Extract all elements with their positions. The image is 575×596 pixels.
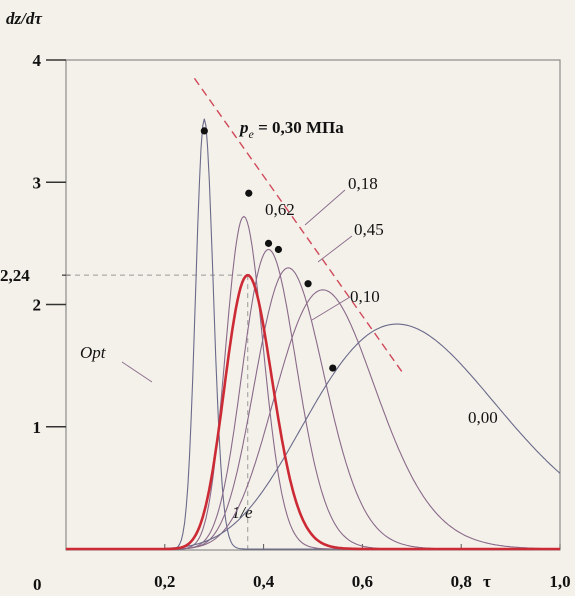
y-tick-label: 4	[33, 51, 42, 70]
label-010: 0,10	[350, 287, 380, 306]
label-018: 0,18	[348, 174, 378, 193]
reference-lines: 1/e	[66, 274, 253, 549]
label-leader	[311, 296, 351, 321]
y-tick-label: 3	[33, 173, 42, 192]
x-axis-title: τ	[483, 572, 491, 591]
label-leader	[317, 235, 353, 263]
locus-line	[193, 77, 403, 373]
locus-point	[304, 280, 312, 288]
locus-point	[245, 189, 253, 197]
y-tick-label: 2	[33, 296, 42, 315]
y-tick-label: 1	[33, 418, 42, 437]
y-tick-label: 2,24	[0, 266, 30, 285]
origin-label: 0	[33, 575, 42, 594]
label-045: 0,45	[354, 220, 384, 239]
x-tick-label: 0,6	[352, 572, 373, 591]
curve-opt	[66, 273, 560, 551]
curves-layer	[66, 118, 561, 551]
ticks-layer: 1 22,24 3 4 0,2 0,4 0,6 0,8 1,0	[0, 51, 571, 591]
locus-layer	[193, 77, 403, 373]
curve-series	[66, 215, 560, 550]
label-pe: pe = 0,30 МПа	[238, 118, 344, 141]
x-tick-label: 0,4	[253, 572, 275, 591]
label-leader	[121, 361, 153, 383]
label-000: 0,00	[468, 408, 498, 427]
curve-series	[66, 118, 560, 550]
v-reference-label: 1/e	[232, 503, 253, 522]
label-opt: Opt	[80, 343, 107, 362]
x-tick-label: 0,8	[451, 572, 472, 591]
locus-point	[264, 239, 273, 247]
annotations-layer: pe = 0,30 МПа 0,62 0,18 0,45 0,10 0,00 Opt	[80, 118, 498, 427]
y-axis-title: dz/dτ	[6, 9, 42, 28]
locus-point	[200, 127, 208, 135]
label-leader	[304, 189, 346, 226]
x-tick-label: 1,0	[549, 572, 570, 591]
locus-point	[329, 364, 337, 372]
curve-series	[66, 323, 561, 550]
locus-point	[274, 245, 283, 254]
label-062: 0,62	[265, 200, 295, 219]
x-tick-label: 0,2	[154, 572, 175, 591]
